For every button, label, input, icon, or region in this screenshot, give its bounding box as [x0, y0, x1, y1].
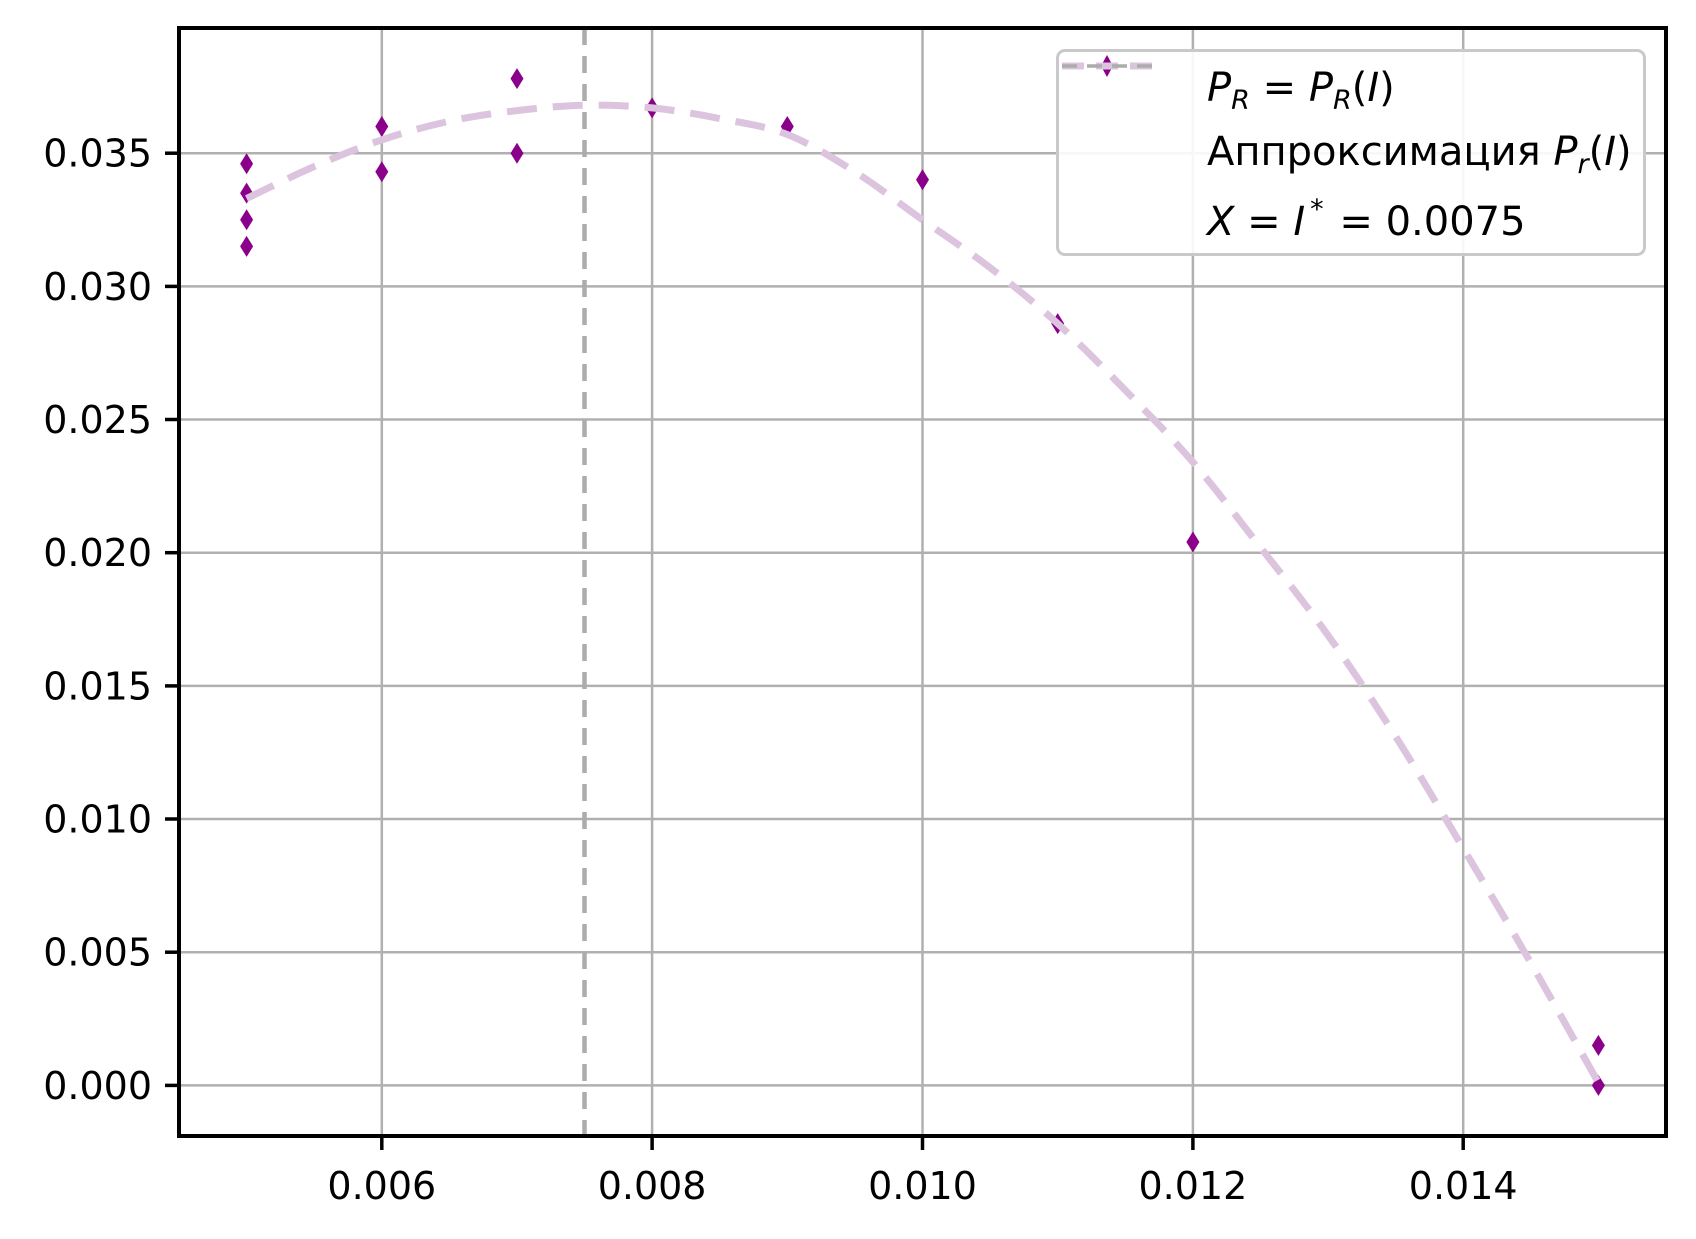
y-tick-label: 0.025 — [43, 398, 152, 442]
y-tick-label: 0.015 — [43, 664, 152, 708]
x-tick-label: 0.008 — [598, 1164, 707, 1208]
y-tick-label: 0.020 — [43, 531, 152, 575]
scatter-point — [240, 235, 254, 257]
legend-label: PR = PR(I) — [1207, 65, 1395, 116]
legend: PR = PR(I) Аппроксимация Pr(I) X = I * = 0.… — [1056, 49, 1646, 256]
x-tick-label: 0.006 — [327, 1164, 436, 1208]
y-tick-label: 0.000 — [43, 1064, 152, 1108]
scatter-point — [375, 161, 389, 183]
y-tick-label: 0.035 — [43, 132, 152, 176]
legend-label: X = I * = 0.0075 — [1207, 194, 1526, 245]
legend-item: PR = PR(I) — [1059, 55, 1643, 123]
scatter-point — [1591, 1034, 1605, 1056]
x-tick-label: 0.012 — [1139, 1164, 1248, 1208]
y-tick-label: 0.005 — [43, 931, 152, 975]
scatter-point — [510, 68, 524, 90]
scatter-point — [1186, 531, 1200, 553]
scatter-point — [240, 153, 254, 175]
scatter-point — [375, 116, 389, 137]
scatter-point — [510, 142, 524, 164]
x-tick-label: 0.014 — [1409, 1164, 1518, 1208]
legend-label: Аппроксимация Pr(I) — [1207, 129, 1632, 180]
x-tick-label: 0.010 — [868, 1164, 977, 1208]
scatter-point — [240, 209, 254, 231]
fit-curve — [245, 101, 1602, 1085]
y-tick-label: 0.010 — [43, 798, 152, 842]
legend-item: X = I * = 0.0075 — [1059, 64, 1643, 251]
legend-item: Аппроксимация Pr(I) — [1059, 62, 1643, 187]
y-tick-label: 0.030 — [43, 265, 152, 309]
scatter-point — [916, 169, 929, 191]
